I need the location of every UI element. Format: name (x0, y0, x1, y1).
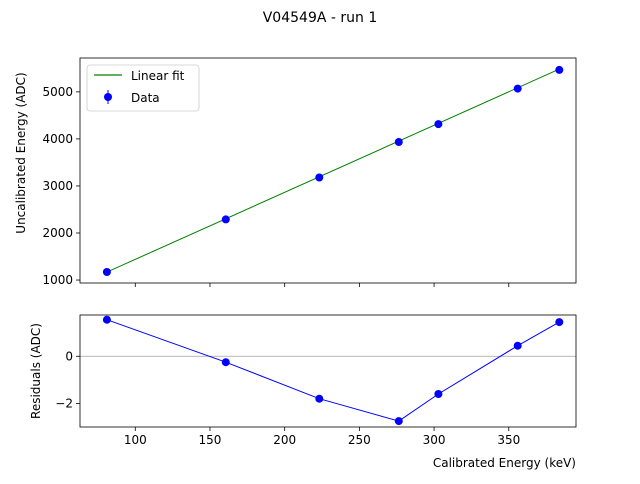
data-point (555, 65, 564, 74)
series-line (106, 68, 560, 273)
data-point (434, 120, 443, 129)
y-tick-label: −2 (55, 396, 73, 410)
legend-data-swatch (104, 93, 112, 101)
data-point (513, 84, 522, 93)
data-point (434, 390, 443, 398)
data-point (394, 138, 403, 146)
y-tick-label: 1000 (42, 273, 73, 287)
data-point (394, 417, 403, 426)
residuals-ticks: 100 150 200 250 300 350 −2 0 (55, 349, 520, 447)
data-point (221, 358, 230, 367)
x-axis-label: Calibrated Energy (keV) (433, 456, 576, 470)
x-tick-label: 350 (497, 433, 520, 447)
residuals-axes-frame (79, 314, 577, 428)
y-tick-label: 5000 (42, 85, 73, 99)
x-tick-label: 250 (348, 433, 371, 447)
calibration-panel: 1000 2000 3000 4000 5000 Uncalibrated Energy… (14, 57, 577, 287)
data-point (513, 341, 522, 350)
legend-data-label: Data (131, 91, 160, 105)
x-tick-label: 100 (124, 433, 147, 447)
calibration-y-axis-label: Uncalibrated Energy (ADC) (14, 72, 28, 233)
x-tick-label: 300 (423, 433, 446, 447)
data-point (315, 173, 324, 182)
y-tick-label: 4000 (42, 132, 73, 146)
calibration-ticks: 1000 2000 3000 4000 5000 (42, 85, 510, 287)
residuals-marks (80, 315, 576, 426)
calibration-axes-frame (79, 57, 577, 284)
data-point (315, 394, 324, 403)
calibration-marks (102, 65, 564, 276)
y-tick-label: 0 (65, 349, 73, 363)
legend-fit-label: Linear fit (131, 69, 185, 83)
data-point (221, 215, 230, 224)
x-tick-label: 200 (273, 433, 296, 447)
legend: Linear fit Data (86, 64, 200, 112)
data-point (102, 315, 111, 324)
y-tick-label: 3000 (42, 179, 73, 193)
figure-title: V04549A - run 1 (263, 10, 378, 26)
data-point (555, 318, 564, 327)
y-tick-label: 2000 (42, 226, 73, 240)
data-point (102, 268, 111, 276)
residuals-y-axis-label: Residuals (ADC) (29, 323, 43, 419)
legend-box (86, 64, 200, 112)
x-tick-label: 150 (199, 433, 222, 447)
residuals-panel: 100 150 200 250 300 350 −2 0 Residuals (ADC) Ca… (29, 314, 577, 470)
